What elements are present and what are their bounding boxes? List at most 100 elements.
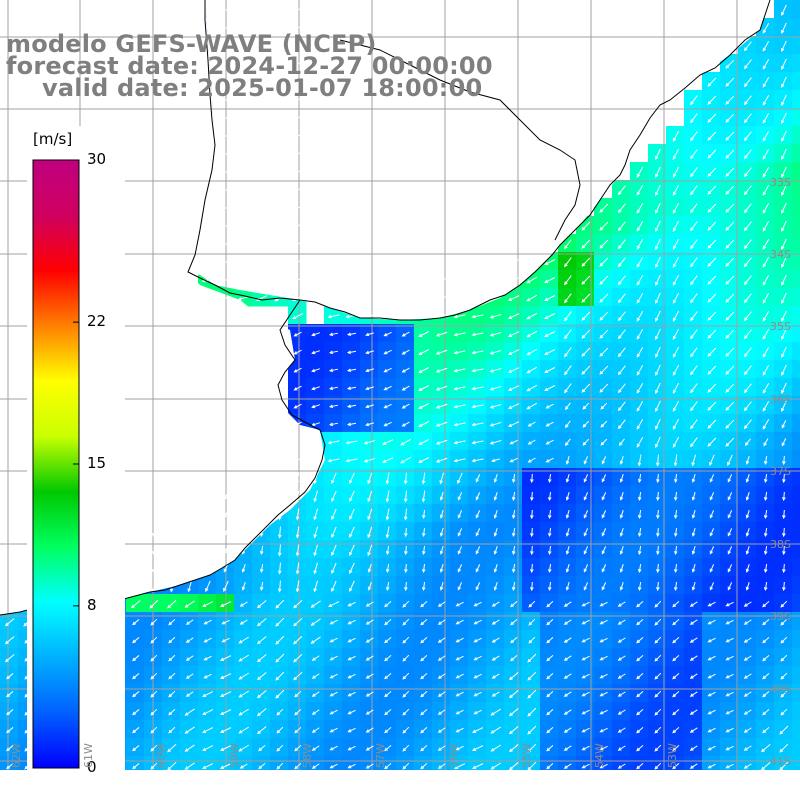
wind-speed-cell — [234, 702, 253, 721]
wind-arrow — [491, 691, 500, 697]
wind-arrow — [526, 258, 538, 266]
longitude-label: 62W — [10, 743, 23, 768]
wind-speed-cell — [756, 90, 775, 109]
wind-arrow — [745, 492, 750, 501]
wind-arrow — [510, 655, 518, 662]
wind-arrow — [471, 278, 484, 283]
wind-arrow — [152, 563, 156, 574]
wind-speed-cell — [234, 666, 253, 685]
wind-arrow — [274, 186, 286, 194]
wind-speed-cell — [792, 306, 800, 325]
wind-speed-cell — [576, 288, 595, 307]
latitude-label: 40S — [770, 683, 791, 696]
wind-speed-cell — [450, 756, 469, 770]
wind-arrow — [599, 203, 609, 213]
wind-arrow — [707, 149, 717, 159]
wind-speed-cell — [432, 630, 451, 649]
wind-arrow — [656, 491, 660, 502]
wind-speed-cell — [720, 252, 739, 271]
wind-arrow — [256, 708, 267, 717]
wind-arrow — [727, 564, 733, 573]
wind-speed-cell — [450, 486, 469, 505]
wind-arrow — [655, 346, 661, 358]
wind-arrow — [329, 368, 339, 373]
wind-speed-cell — [702, 756, 721, 770]
wind-arrow — [581, 709, 590, 715]
wind-arrow — [781, 58, 787, 70]
wind-speed-cell — [684, 162, 703, 181]
wind-speed-cell — [720, 342, 739, 361]
wind-arrow — [420, 708, 428, 716]
wind-arrow — [689, 601, 698, 607]
wind-speed-cell — [648, 306, 667, 325]
wind-arrow — [725, 275, 735, 285]
wind-speed-cell — [720, 324, 739, 343]
wind-arrow — [347, 727, 356, 733]
wind-arrow — [346, 404, 357, 409]
wind-arrow — [636, 709, 644, 716]
wind-arrow — [400, 294, 412, 302]
wind-speed-cell — [702, 360, 721, 379]
wind-speed-cell — [396, 378, 415, 397]
wind-arrow — [457, 582, 463, 591]
wind-arrow — [345, 458, 358, 463]
wind-arrow — [311, 691, 320, 697]
wind-arrow — [367, 544, 373, 557]
wind-speed-cell — [558, 702, 577, 721]
wind-speed-cell — [486, 396, 505, 415]
wind-arrow — [329, 350, 339, 355]
wind-arrow — [725, 637, 734, 643]
wind-arrow — [238, 744, 249, 752]
wind-arrow — [403, 472, 408, 485]
wind-arrow — [238, 690, 249, 698]
wind-arrow — [220, 62, 231, 67]
wind-speed-cell — [738, 414, 757, 433]
wind-arrow — [418, 457, 430, 464]
wind-arrow — [365, 655, 374, 661]
wind-arrow — [762, 220, 770, 232]
wind-speed-cell — [612, 738, 631, 757]
wind-arrow — [656, 473, 660, 484]
wind-speed-cell — [522, 468, 541, 487]
wind-speed-cell — [360, 684, 379, 703]
colorbar — [32, 159, 80, 769]
wind-arrow — [239, 26, 248, 31]
wind-speed-cell — [648, 522, 667, 541]
wind-arrow — [365, 727, 374, 733]
wind-arrow — [310, 600, 321, 608]
wind-arrow — [654, 654, 662, 662]
wind-speed-cell — [342, 756, 361, 770]
wind-arrow — [237, 97, 250, 103]
wind-arrow — [581, 655, 590, 661]
longitude-label: 53W — [666, 743, 679, 768]
wind-arrow — [725, 437, 735, 447]
wind-speed-cell — [792, 54, 800, 73]
wind-arrow — [672, 166, 680, 178]
wind-arrow — [489, 385, 502, 391]
wind-arrow — [418, 367, 430, 374]
wind-arrow — [349, 580, 355, 593]
wind-speed-cell — [792, 612, 800, 631]
wind-speed-cell — [360, 504, 379, 523]
wind-speed-cell — [252, 630, 271, 649]
wind-speed-cell — [378, 648, 397, 667]
wind-speed-cell — [792, 0, 800, 19]
wind-arrow — [690, 383, 698, 394]
wind-arrow — [435, 457, 448, 463]
wind-speed-cell — [720, 630, 739, 649]
wind-arrow — [546, 600, 554, 608]
wind-arrow — [563, 655, 572, 661]
wind-arrow — [545, 421, 554, 427]
wind-arrow — [259, 581, 264, 592]
wind-arrow — [636, 673, 644, 680]
wind-speed-cell — [198, 756, 217, 770]
wind-speed-cell — [288, 756, 307, 770]
wind-speed-cell — [234, 630, 253, 649]
wind-speed-cell — [540, 684, 559, 703]
wind-speed-cell — [306, 396, 325, 415]
wind-speed-cell — [504, 630, 523, 649]
wind-arrow — [293, 349, 302, 355]
wind-arrow — [601, 456, 607, 465]
wind-arrow — [601, 582, 607, 591]
wind-arrow — [384, 673, 392, 680]
